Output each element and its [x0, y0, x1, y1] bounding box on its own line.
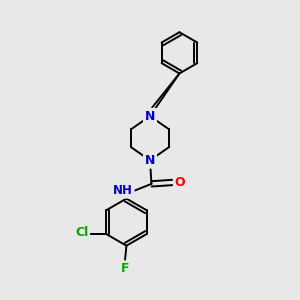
- Text: Cl: Cl: [75, 226, 88, 239]
- Text: N: N: [145, 110, 155, 123]
- Text: O: O: [175, 176, 185, 189]
- Text: NH: NH: [113, 184, 133, 197]
- Text: N: N: [145, 154, 155, 167]
- Text: F: F: [121, 262, 129, 275]
